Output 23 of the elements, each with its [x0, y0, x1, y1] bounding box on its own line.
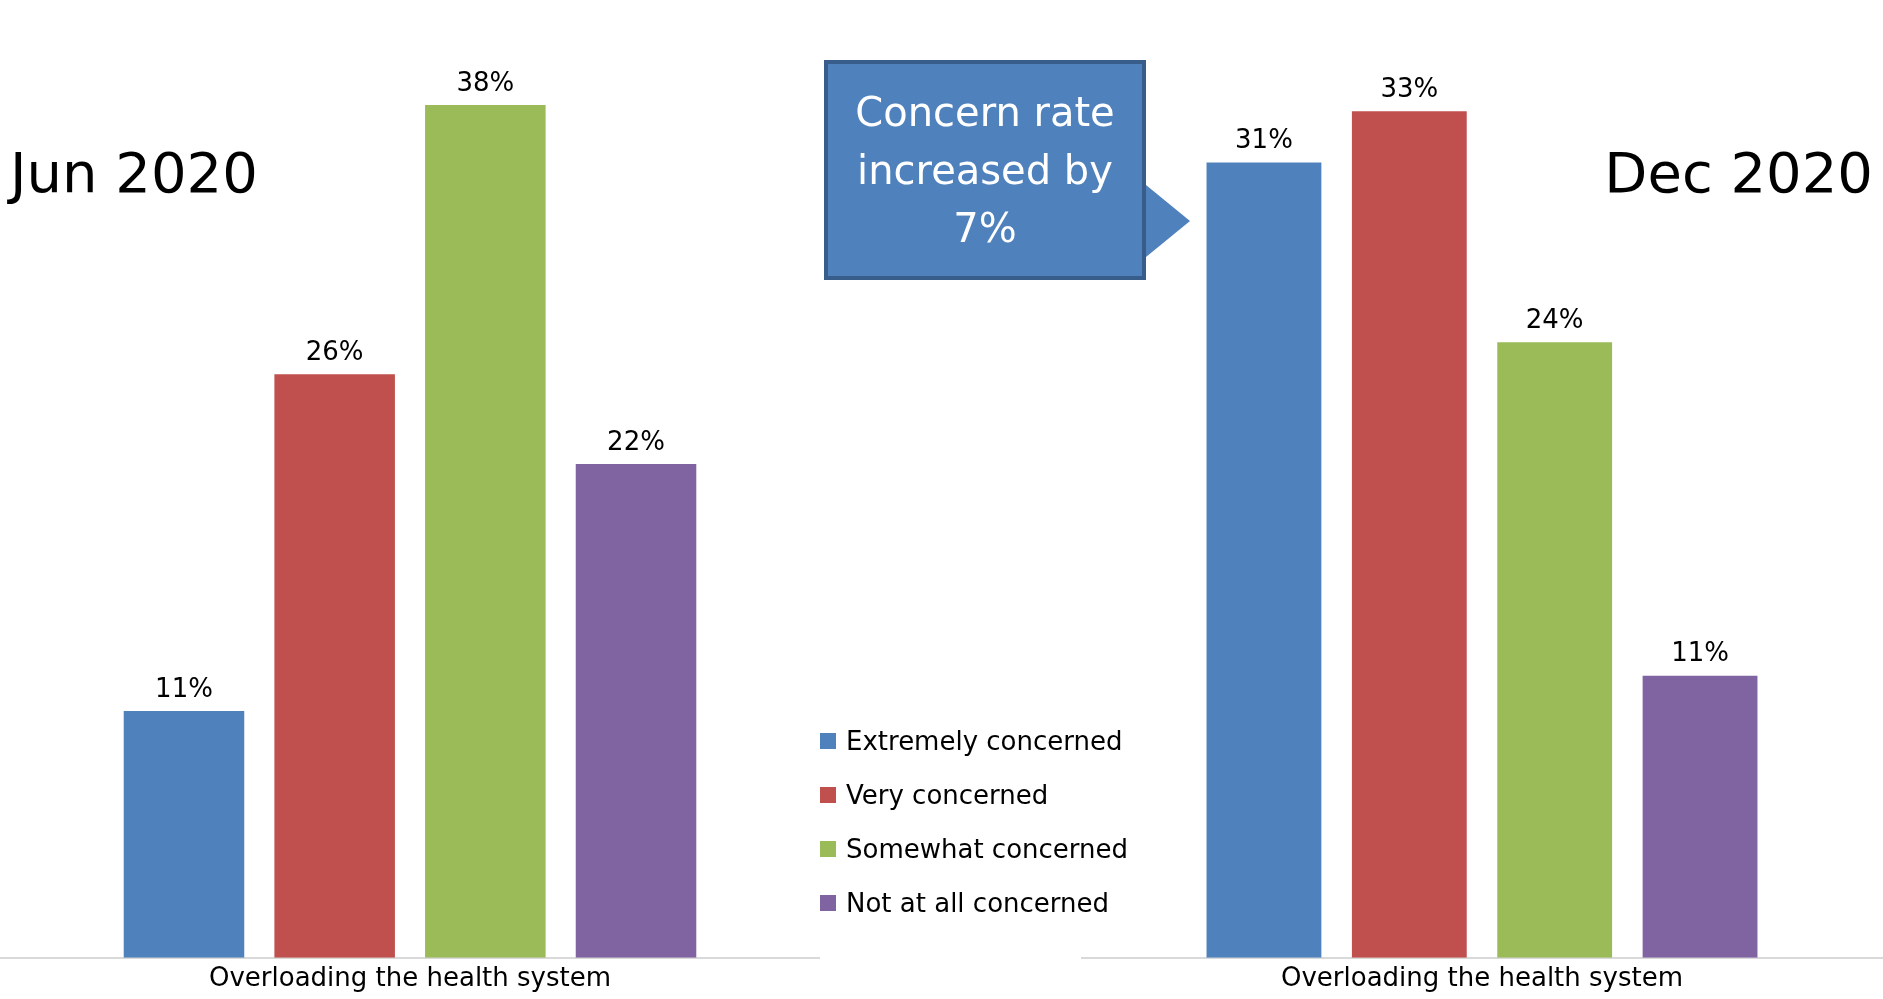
data-label: 26% [305, 335, 364, 366]
x-axis-title: Overloading the health system [208, 962, 612, 993]
legend-label: Somewhat concerned [846, 834, 1129, 864]
bar [1642, 675, 1758, 958]
bar [1206, 162, 1322, 958]
legend-label: Extremely concerned [846, 726, 1123, 756]
bar [425, 104, 546, 958]
data-label: 22% [607, 425, 665, 456]
bar [1351, 111, 1467, 958]
x-axis-title: Overloading the health system [1280, 962, 1684, 993]
data-label: 38% [456, 66, 515, 97]
data-label: 11% [155, 672, 213, 703]
bar [1497, 342, 1613, 958]
text: Dec 2020 [1604, 140, 1873, 205]
legend-label: Very concerned [846, 780, 1049, 810]
legend-label: Not at all concerned [846, 888, 1110, 918]
bar [575, 464, 697, 958]
data-label: 24% [1525, 303, 1584, 334]
bar [274, 374, 395, 958]
data-label: 11% [1671, 637, 1729, 668]
data-label: 33% [1380, 73, 1439, 104]
bar [123, 710, 245, 958]
data-label: 31% [1235, 124, 1293, 155]
